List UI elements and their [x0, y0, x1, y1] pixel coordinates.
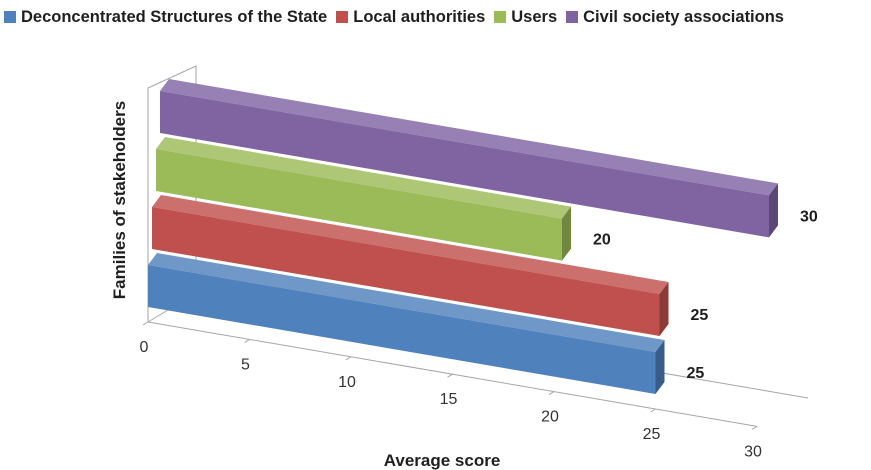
- x-tick-mark: [244, 338, 250, 343]
- legend-label: Users: [511, 7, 558, 26]
- y-axis-label: Families of stakeholders: [110, 101, 129, 299]
- chart-legend: Deconcentrated Structures of the State L…: [4, 4, 870, 30]
- bar-end-face: [562, 206, 571, 261]
- legend-swatch: [494, 11, 507, 23]
- legend-swatch: [336, 11, 349, 23]
- chart-bars: 30 20 25 25: [148, 79, 818, 394]
- bar-value-label: 25: [687, 365, 705, 382]
- x-tick-mark: [751, 425, 758, 430]
- legend-swatch: [566, 11, 579, 23]
- legend-label: Deconcentrated Structures of the State: [21, 7, 328, 26]
- bar-deconcentrated-structures-of-the-state: 25: [148, 253, 704, 394]
- x-tick-mark: [548, 391, 555, 396]
- legend-item-users: Users: [494, 8, 557, 27]
- legend-item-deconcentrated-structures: Deconcentrated Structures of the State: [4, 8, 327, 27]
- bar-top-face: [152, 195, 669, 294]
- x-tick-label: 5: [241, 356, 250, 373]
- x-tick-mark: [650, 408, 656, 413]
- legend-swatch: [4, 11, 16, 23]
- x-axis-ticks: 0 5 10 15 20 25 30: [140, 321, 762, 460]
- bar-top-face: [156, 137, 571, 219]
- x-tick-label: 10: [338, 374, 356, 391]
- bar-local-authorities: 25: [152, 195, 708, 336]
- x-axis-label: Average score: [384, 451, 501, 470]
- legend-item-civil-society: Civil society associations: [566, 8, 784, 27]
- bar-front-face: [160, 91, 769, 238]
- legend-label: Local authorities: [353, 7, 486, 26]
- bar-users: 20: [156, 137, 611, 261]
- legend-label: Civil society associations: [583, 7, 784, 26]
- x-tick-label: 25: [643, 426, 661, 443]
- x-tick-label: 15: [440, 391, 458, 408]
- bar-front-face: [152, 207, 660, 336]
- bar-top-face: [148, 253, 665, 352]
- bar-front-face: [156, 149, 562, 261]
- bar-top-face: [160, 79, 778, 196]
- x-tick-label: 30: [744, 443, 762, 460]
- x-tick-mark: [345, 356, 352, 361]
- bar-front-face: [148, 265, 656, 394]
- legend-item-local-authorities: Local authorities: [336, 8, 485, 27]
- bar-end-face: [655, 340, 665, 394]
- bar-value-label: 20: [593, 232, 611, 249]
- bar-end-face: [659, 282, 669, 336]
- bar-end-face: [769, 183, 778, 238]
- x-tick-mark: [447, 373, 453, 378]
- bar-value-label: 25: [691, 307, 709, 324]
- bar-value-label: 30: [800, 208, 818, 225]
- x-tick-mark: [142, 321, 149, 326]
- bar-civil-society-associations: 30: [160, 79, 818, 238]
- x-tick-label: 0: [140, 339, 149, 356]
- x-tick-label: 20: [541, 409, 559, 426]
